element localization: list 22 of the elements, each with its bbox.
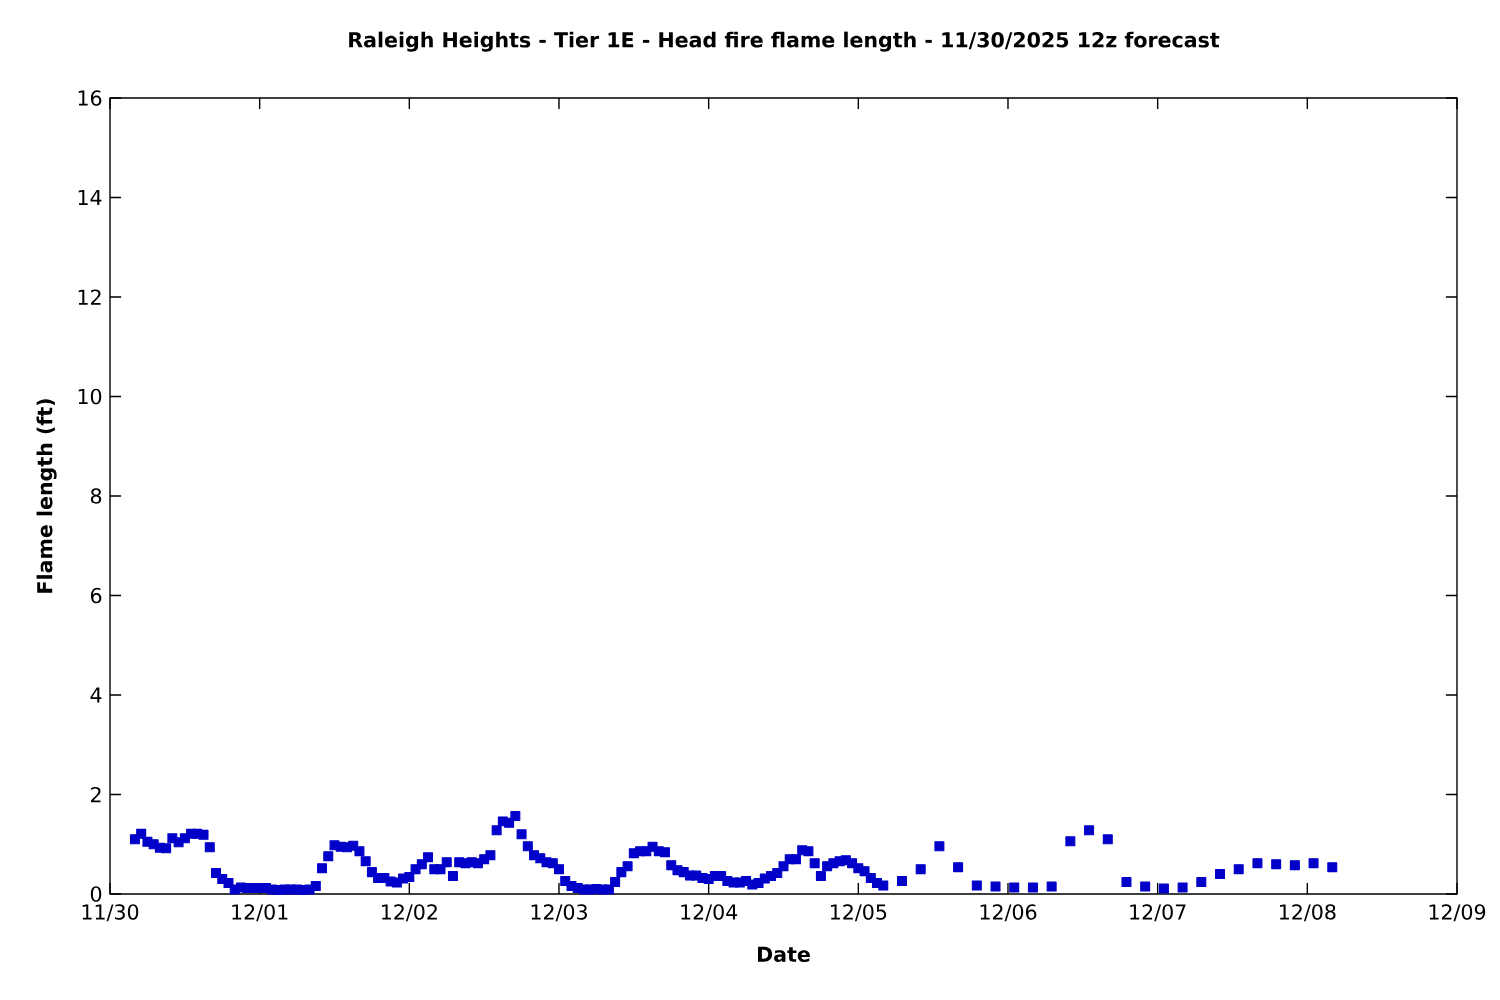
- y-tick-label: 6: [90, 587, 102, 604]
- x-tick-label: 12/05: [830, 904, 887, 922]
- y-axis-title: Flame length (ft): [36, 399, 57, 593]
- x-axis-title: Date: [758, 946, 810, 963]
- x-tick-label: 12/04: [681, 904, 738, 922]
- y-tick-label: 16: [78, 90, 102, 106]
- y-tick-label: 12: [78, 289, 101, 305]
- y-tick-label: 0: [90, 886, 102, 902]
- x-tick-label: 12/01: [232, 904, 288, 922]
- x-tick-label: 12/07: [1130, 904, 1186, 922]
- x-tick-label: 11/30: [82, 904, 139, 922]
- x-tick-label: 12/02: [381, 904, 437, 922]
- x-tick-label: 12/03: [531, 904, 587, 922]
- y-tick-label: 14: [78, 190, 102, 205]
- x-tick-label: 12/06: [980, 904, 1037, 922]
- chart-title: Raleigh Heights - Tier 1E - Head fire flame length - 11/30/2025 12z forecast: [349, 31, 1220, 52]
- y-tick-label: 2: [91, 786, 101, 803]
- x-tick-label: 12/08: [1279, 904, 1336, 922]
- y-tick-label: 10: [78, 388, 102, 405]
- x-tick-label: 12/09: [1429, 904, 1486, 922]
- y-tick-label: 8: [90, 488, 102, 504]
- y-tick-label: 4: [90, 687, 102, 703]
